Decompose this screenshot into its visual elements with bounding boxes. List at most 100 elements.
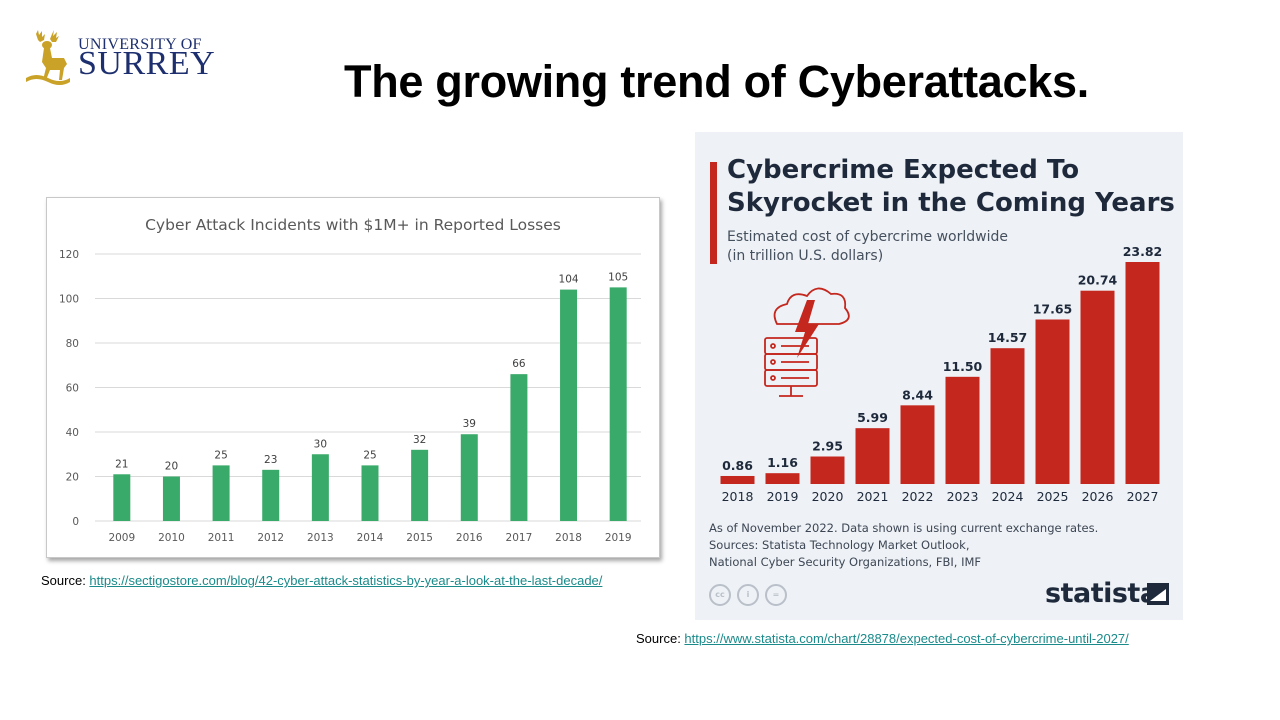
- statista-chart-title: Cybercrime Expected To Skyrocket in the …: [727, 155, 1175, 218]
- bar-value-label: 11.50: [943, 359, 983, 374]
- page-title: The growing trend of Cyberattacks.: [344, 56, 1089, 107]
- bar: [560, 289, 578, 521]
- y-tick-label: 20: [66, 472, 79, 484]
- statista-logo[interactable]: statista: [1045, 578, 1158, 609]
- x-tick-label: 2018: [555, 532, 582, 544]
- x-tick-label: 2018: [722, 489, 754, 504]
- cloud-server-icon: [764, 287, 850, 397]
- incidents-chart-title: Cyber Attack Incidents with $1M+ in Repo…: [145, 216, 561, 234]
- bar: [900, 405, 935, 484]
- incidents-chart: Cyber Attack Incidents with $1M+ in Repo…: [46, 197, 660, 558]
- source-left-link[interactable]: https://sectigostore.com/blog/42-cyber-a…: [89, 573, 603, 588]
- bar: [609, 287, 627, 521]
- bar-value-label: 21: [115, 458, 128, 470]
- bar-value-label: 30: [314, 438, 327, 450]
- bar-value-label: 8.44: [902, 387, 933, 402]
- bar-value-label: 20: [165, 461, 178, 473]
- logo-text-line1: UNIVERSITY OF: [78, 36, 202, 53]
- bar: [1035, 319, 1070, 484]
- bar-value-label: 1.16: [767, 455, 798, 470]
- x-tick-label: 2020: [812, 489, 844, 504]
- bar: [361, 465, 379, 521]
- bar-value-label: 0.86: [722, 458, 753, 473]
- y-tick-label: 40: [66, 427, 79, 439]
- x-tick-label: 2011: [208, 532, 235, 544]
- x-tick-label: 2022: [902, 489, 934, 504]
- x-tick-label: 2027: [1127, 489, 1159, 504]
- university-logo: UNIVERSITY OF SURREY: [22, 28, 232, 92]
- statista-logo-mark-icon: [1147, 583, 1169, 605]
- statista-note: As of November 2022. Data shown is using…: [709, 520, 1169, 571]
- bar: [411, 449, 429, 521]
- bar: [810, 456, 845, 484]
- source-left: Source: https://sectigostore.com/blog/42…: [41, 573, 602, 588]
- x-tick-label: 2016: [456, 532, 483, 544]
- attribution-icon[interactable]: i: [737, 584, 759, 606]
- subtitle-line2: (in trillion U.S. dollars): [727, 248, 884, 264]
- bar-value-label: 104: [559, 274, 579, 286]
- bar: [945, 376, 980, 484]
- statista-chart-svg: 0.86 2018 1.16 2019 2.95 2020 5.99 2021 8.44 2022…: [720, 244, 1163, 504]
- note-line3: National Cyber Security Organizations, F…: [709, 555, 982, 569]
- incidents-chart-svg: Cyber Attack Incidents with $1M+ in Repo…: [59, 216, 641, 544]
- x-tick-label: 2019: [767, 489, 799, 504]
- y-tick-label: 80: [66, 338, 79, 350]
- bar-value-label: 14.57: [988, 330, 1028, 345]
- y-tick-label: 120: [59, 249, 79, 261]
- subtitle-line1: Estimated cost of cybercrime worldwide: [727, 229, 1008, 245]
- title-accent-bar: [710, 162, 717, 264]
- bar: [113, 474, 131, 521]
- bar-value-label: 23.82: [1123, 244, 1163, 259]
- x-tick-label: 2017: [506, 532, 533, 544]
- bar: [990, 348, 1025, 484]
- bar: [460, 434, 478, 521]
- x-tick-label: 2010: [158, 532, 185, 544]
- bar: [1080, 290, 1115, 484]
- x-tick-label: 2025: [1037, 489, 1069, 504]
- bar-value-label: 23: [264, 454, 277, 466]
- bar-value-label: 25: [363, 449, 376, 461]
- bar: [212, 465, 230, 521]
- x-tick-label: 2009: [108, 532, 135, 544]
- source-right-label: Source:: [636, 631, 685, 646]
- bar: [855, 428, 890, 484]
- bar-value-label: 25: [214, 449, 227, 461]
- bar: [765, 473, 800, 484]
- y-tick-label: 0: [72, 516, 79, 528]
- bar-value-label: 17.65: [1033, 302, 1073, 317]
- x-tick-label: 2021: [857, 489, 889, 504]
- license-icons: cc i =: [709, 584, 793, 606]
- bar-value-label: 20.74: [1078, 273, 1118, 288]
- x-tick-label: 2023: [947, 489, 979, 504]
- bar-value-label: 66: [512, 358, 526, 370]
- y-tick-label: 100: [59, 294, 79, 306]
- note-line2: Sources: Statista Technology Market Outl…: [709, 538, 970, 552]
- bar-value-label: 105: [608, 271, 628, 283]
- stag-icon: [26, 30, 70, 85]
- bar: [162, 476, 180, 521]
- x-tick-label: 2012: [257, 532, 284, 544]
- bar-value-label: 32: [413, 434, 426, 446]
- note-line1: As of November 2022. Data shown is using…: [709, 521, 1099, 535]
- x-tick-label: 2014: [357, 532, 384, 544]
- x-tick-label: 2024: [992, 489, 1024, 504]
- source-left-label: Source:: [41, 573, 90, 588]
- source-right: Source: https://www.statista.com/chart/2…: [636, 631, 1129, 646]
- source-right-link[interactable]: https://www.statista.com/chart/28878/exp…: [684, 631, 1129, 646]
- x-tick-label: 2013: [307, 532, 334, 544]
- statista-chart-subtitle: Estimated cost of cybercrime worldwide (…: [727, 228, 1147, 266]
- bar: [510, 374, 528, 521]
- lightning-bolt-icon: [795, 300, 819, 358]
- bar-value-label: 2.95: [812, 439, 843, 454]
- cc-icon[interactable]: cc: [709, 584, 731, 606]
- bar: [262, 469, 280, 521]
- statista-chart: Cybercrime Expected To Skyrocket in the …: [695, 132, 1183, 620]
- bar: [1125, 262, 1160, 484]
- no-derivatives-icon[interactable]: =: [765, 584, 787, 606]
- logo-text-line2: SURREY: [78, 45, 216, 82]
- bar-value-label: 5.99: [857, 410, 888, 425]
- y-tick-label: 60: [66, 383, 79, 395]
- bar: [720, 475, 755, 484]
- x-tick-label: 2019: [605, 532, 632, 544]
- x-tick-label: 2026: [1082, 489, 1114, 504]
